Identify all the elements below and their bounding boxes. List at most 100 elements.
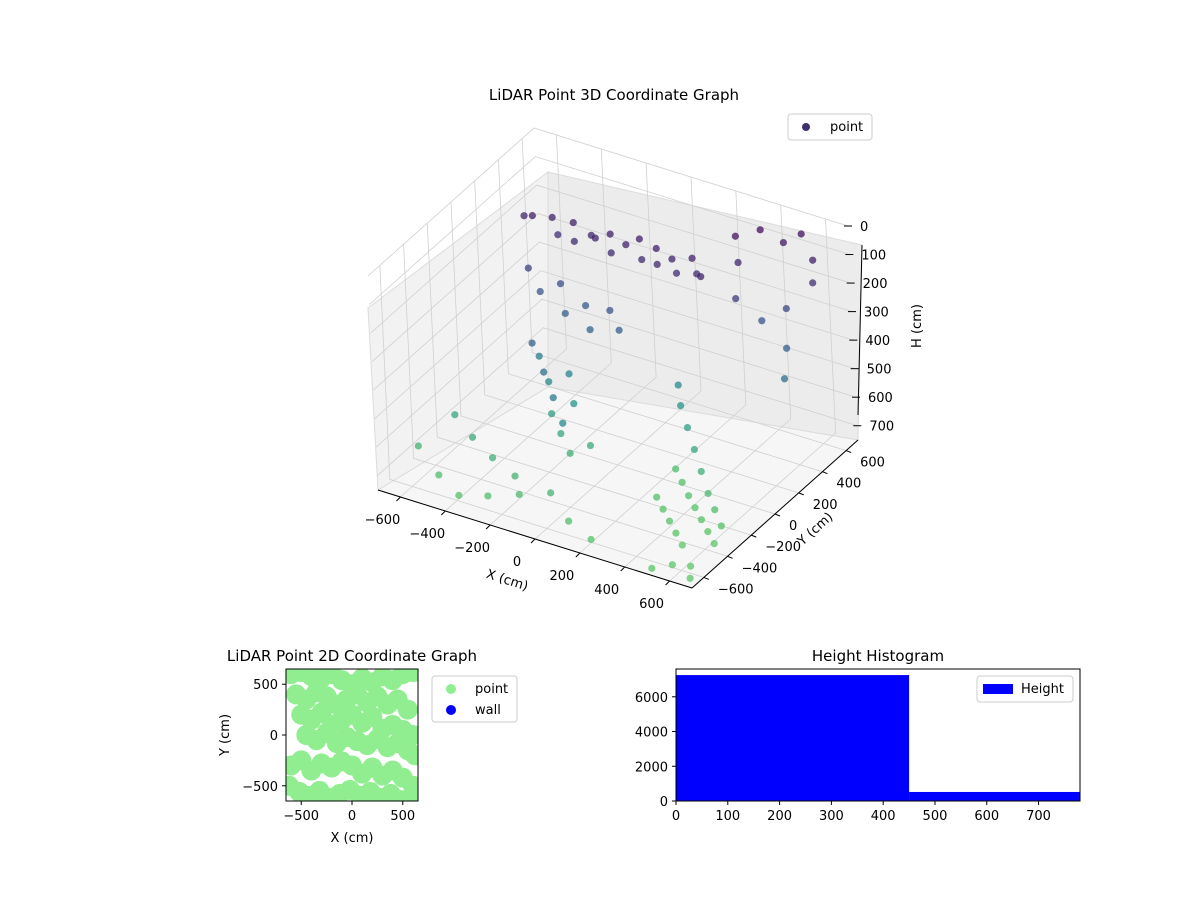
point-3d — [548, 213, 556, 222]
x-tick-label: −200 — [454, 541, 490, 556]
grid-line-z — [367, 127, 849, 277]
z-tick-label: 300 — [864, 306, 889, 321]
point-3d — [686, 562, 695, 570]
grid-line-x — [534, 176, 702, 540]
y-tick-label-2d: −500 — [242, 780, 278, 795]
y-tick-mark — [845, 450, 852, 454]
grid-line-x — [624, 204, 792, 568]
point-3d — [683, 423, 692, 432]
legend-hist: Height — [976, 675, 1074, 703]
x-tick-label: −600 — [365, 513, 401, 528]
z-tick-label: 500 — [867, 363, 892, 378]
z-axis-label-3d: H (cm) — [910, 304, 925, 348]
point-3d — [635, 235, 643, 243]
z-tick-label: 600 — [868, 391, 893, 406]
x-ticks-3d: −600 −400 −200 0 200 400 600 — [365, 496, 670, 612]
point-3d — [711, 506, 719, 514]
point-3d — [734, 258, 742, 267]
ticks-2d: −500 0 500 −500 0 500 — [242, 678, 415, 824]
point-3d — [668, 561, 676, 569]
point-3d — [758, 317, 766, 325]
legend-2d-point-label: point — [475, 682, 508, 697]
legend-2d-wall-label: wall — [475, 703, 501, 718]
y-tick-label-hist: 6000 — [635, 691, 668, 706]
point-3d — [581, 302, 590, 310]
x-tick-label-2d: 500 — [390, 809, 415, 824]
grid-line-y — [450, 201, 776, 515]
point-3d — [451, 411, 459, 419]
grid-line-z — [375, 298, 857, 448]
x-tick-mark — [396, 496, 401, 502]
point-3d — [545, 378, 553, 386]
x-tick-label: 0 — [513, 555, 521, 570]
point-2d — [402, 787, 418, 801]
grid-line-z — [373, 241, 854, 391]
y-tick-label: −400 — [742, 561, 778, 576]
point-3d — [565, 517, 573, 525]
histogram-title: Height Histogram — [812, 647, 944, 665]
point-3d — [548, 410, 556, 418]
point-3d — [536, 287, 544, 296]
point-3d — [549, 394, 557, 402]
legend-3d: point — [787, 113, 873, 141]
point-3d — [524, 264, 532, 272]
legend-3d-label: point — [830, 120, 863, 135]
z-ticks-3d: 0 100 200 300 400 500 600 700 — [844, 220, 894, 435]
point-2d — [397, 699, 418, 720]
grid-line-y — [379, 265, 704, 578]
x-tick-label-hist: 0 — [672, 809, 680, 824]
chart-histogram: Height Histogram 0 100 200 300 400 500 600 7000… — [635, 647, 1081, 824]
point-3d — [488, 454, 497, 462]
point-3d — [484, 492, 492, 500]
histogram-bars — [676, 675, 1080, 801]
x-tick-mark — [485, 524, 491, 530]
grid-line-z — [377, 327, 858, 477]
y-tick-label: 200 — [813, 498, 838, 513]
point-3d — [659, 505, 667, 513]
y-tick-mark — [774, 513, 781, 517]
grid-3d — [367, 127, 858, 582]
histogram-bar — [676, 675, 910, 801]
point-3d — [554, 231, 562, 239]
legend-hist-box — [976, 675, 1074, 703]
point-3d — [557, 429, 565, 438]
point-3d — [511, 472, 519, 480]
point-3d — [717, 522, 725, 530]
x-tick-label: 400 — [594, 583, 619, 598]
x-tick-label: −400 — [409, 527, 445, 542]
legend-2d: point wall — [431, 675, 518, 723]
z-tick-label: 700 — [869, 420, 894, 435]
y-tick-mark — [822, 471, 828, 475]
point-3d — [535, 352, 543, 360]
point-3d — [678, 541, 686, 549]
point-3d — [606, 230, 614, 238]
point-3d — [559, 419, 567, 427]
point-3d — [710, 540, 718, 548]
point-3d — [607, 249, 615, 257]
point-3d — [520, 212, 528, 220]
grid-line-x — [489, 162, 657, 526]
point-3d — [556, 280, 565, 288]
z-tick-label: 200 — [863, 277, 888, 292]
grid-line-x — [400, 134, 567, 498]
chart-3d-title: LiDAR Point 3D Coordinate Graph — [489, 86, 739, 104]
y-tick-label: 600 — [860, 456, 885, 471]
z-tick-label: 400 — [865, 334, 890, 349]
grid-line-z — [370, 184, 851, 334]
y-tick-label: −600 — [718, 582, 754, 597]
point-3d — [528, 339, 536, 347]
point-3d — [414, 442, 422, 450]
y-tick-label-hist: 2000 — [635, 760, 668, 775]
legend-2d-point-marker — [446, 684, 456, 694]
x-tick-mark — [530, 538, 536, 544]
grid-line-z — [369, 156, 850, 305]
point-3d — [591, 234, 599, 242]
x-tick-label-hist: 500 — [923, 809, 948, 824]
histogram-frame — [675, 668, 1081, 802]
point-3d — [678, 478, 686, 486]
x-tick-label-hist: 700 — [1026, 809, 1051, 824]
y-tick-mark — [703, 576, 710, 580]
x-tick-mark — [620, 566, 626, 572]
y-tick-label-hist: 0 — [660, 795, 668, 810]
